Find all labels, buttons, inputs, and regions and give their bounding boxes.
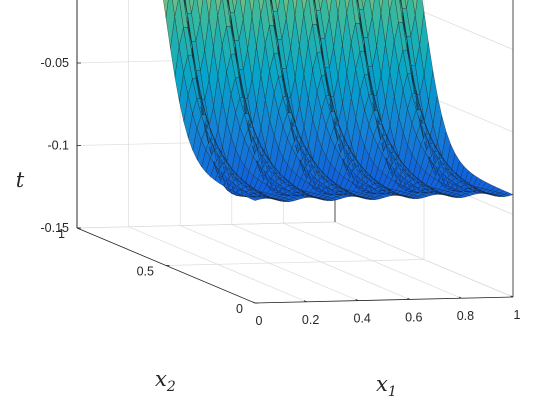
surface-cell (196, 0, 204, 21)
y-tick-label: 0 (236, 302, 243, 316)
surface-cell (275, 0, 280, 12)
surface-cell (378, 0, 383, 14)
surface-cell (387, 0, 393, 12)
surface-cell (404, 0, 409, 9)
z-tick-label: -0.15 (41, 221, 70, 235)
axis-labels: t x2 x1 (16, 168, 397, 400)
surface-cell (335, 0, 340, 15)
surface-cell (361, 0, 366, 10)
z-tick-label: -0.05 (41, 56, 70, 70)
x-tick-mark (510, 295, 514, 298)
surface-cell (412, 0, 418, 16)
x-tick-mark (458, 296, 462, 299)
x-tick-label: 0.2 (302, 313, 319, 327)
y-axis-label: x2 (155, 367, 176, 395)
x-tick-label: 0 (256, 314, 263, 328)
y-tick-label: 0.5 (137, 265, 154, 279)
grid-line-y-floor (76, 221, 336, 229)
x1-axis-line (254, 296, 514, 304)
surface-cell (283, 0, 289, 19)
y-tick-label: 1 (58, 227, 65, 241)
surface-cell (232, 0, 238, 13)
grid-line-y-floor (165, 259, 425, 266)
surface-cell (292, 0, 298, 16)
x-tick-label: 0.6 (405, 310, 422, 324)
surface-cell (326, 0, 332, 18)
surface-mesh (163, 0, 514, 202)
axes-box-front (76, 0, 514, 304)
x-tick-label: 1 (514, 308, 521, 322)
x-tick-label: 0.4 (354, 312, 371, 326)
x-tick-mark (303, 300, 307, 303)
z-tick-label: -0.1 (47, 139, 69, 153)
tick-labels: -0.15-0.1-0.0500.050.10.1500.20.40.60.81… (41, 56, 521, 328)
x-tick-mark (407, 297, 410, 300)
surface-cell (206, 0, 212, 18)
x-tick-mark (252, 301, 256, 304)
z-axis-label: t (16, 168, 25, 192)
surface-cell (249, 0, 255, 17)
x-tick-label: 0.8 (457, 309, 474, 323)
surface-cell (344, 0, 350, 13)
surface-cell (240, 0, 246, 20)
surface-cell (163, 0, 169, 19)
surface-cell (318, 0, 323, 11)
x-tick-mark (355, 299, 359, 301)
surface-cell (369, 0, 375, 17)
x-axis-label: x1 (376, 372, 397, 400)
surface-cell (503, 192, 514, 197)
surface-cell (188, 0, 195, 14)
